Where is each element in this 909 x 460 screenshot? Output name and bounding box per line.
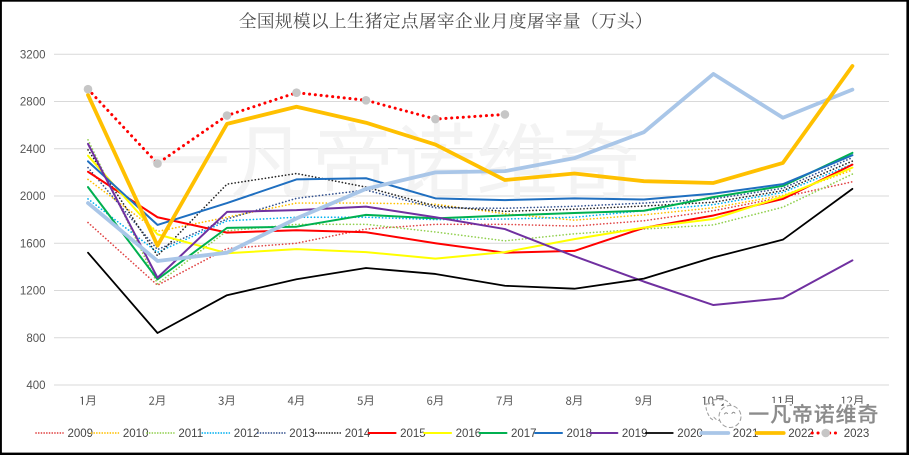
svg-text:2800: 2800 bbox=[20, 97, 46, 109]
svg-text:3200: 3200 bbox=[20, 49, 46, 61]
svg-text:2015: 2015 bbox=[400, 428, 426, 440]
svg-text:2022: 2022 bbox=[788, 428, 814, 440]
svg-text:2020: 2020 bbox=[677, 428, 703, 440]
svg-text:2018: 2018 bbox=[567, 428, 593, 440]
svg-text:2013: 2013 bbox=[289, 428, 315, 440]
svg-text:2017: 2017 bbox=[511, 428, 537, 440]
svg-text:2010: 2010 bbox=[123, 428, 149, 440]
svg-text:1200: 1200 bbox=[20, 286, 46, 298]
svg-text:2016: 2016 bbox=[456, 428, 482, 440]
svg-text:2023: 2023 bbox=[844, 428, 870, 440]
svg-text:2009: 2009 bbox=[68, 428, 94, 440]
svg-text:2019: 2019 bbox=[622, 428, 648, 440]
svg-text:2021: 2021 bbox=[733, 428, 759, 440]
svg-text:2012: 2012 bbox=[234, 428, 260, 440]
svg-text:800: 800 bbox=[26, 333, 45, 345]
svg-text:2400: 2400 bbox=[20, 144, 46, 156]
svg-text:1600: 1600 bbox=[20, 238, 46, 250]
svg-text:2000: 2000 bbox=[20, 191, 46, 203]
svg-text:2011: 2011 bbox=[178, 428, 203, 440]
svg-text:400: 400 bbox=[26, 380, 45, 392]
svg-text:2014: 2014 bbox=[345, 428, 371, 440]
